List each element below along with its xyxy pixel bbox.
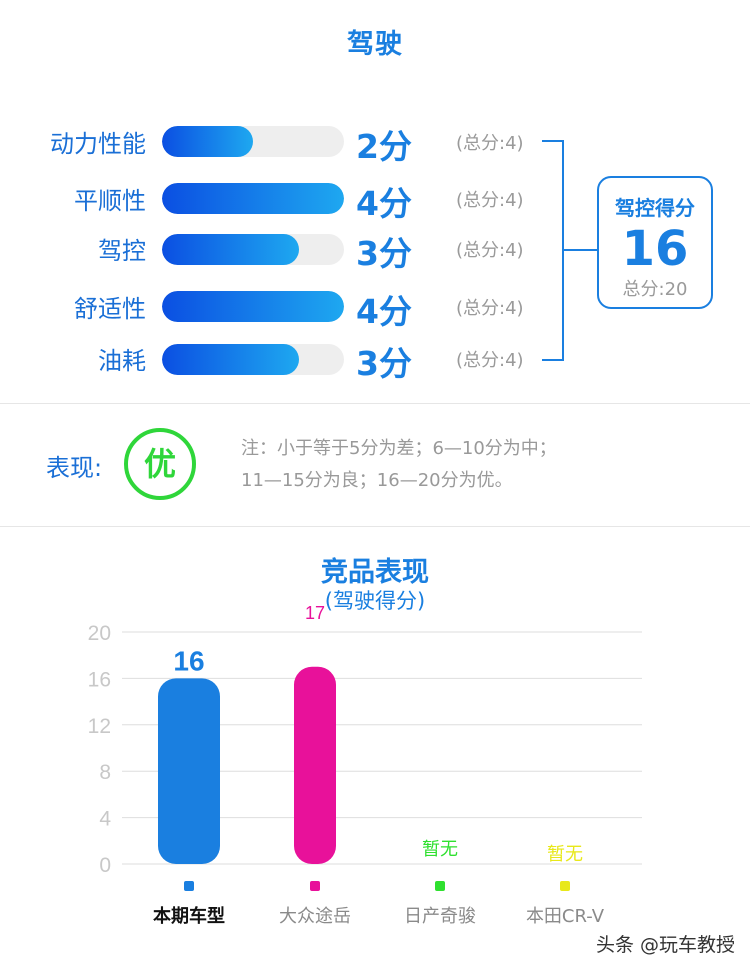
y-tick-label: 4 <box>99 808 111 831</box>
score-value-handling: 3分 <box>356 234 412 273</box>
watermark: 头条 @玩车教授 <box>596 934 736 956</box>
legend-dot <box>310 881 320 891</box>
bar <box>294 666 336 864</box>
score-bar-comfort <box>162 291 344 322</box>
score-bar-fill <box>162 234 299 265</box>
score-total-handling: (总分:4) <box>456 240 524 261</box>
chart-subtitle: (驾驶得分) <box>324 589 426 613</box>
score-total-power: (总分:4) <box>456 133 524 154</box>
total-score-value: 16 <box>621 221 689 277</box>
row-label-power: 动力性能 <box>50 130 146 158</box>
y-tick-label: 12 <box>88 715 111 738</box>
score-bar-fill <box>162 344 299 375</box>
score-bar-fill <box>162 126 253 157</box>
score-total-fuel: (总分:4) <box>456 350 524 371</box>
divider <box>0 403 750 404</box>
bar <box>158 678 220 864</box>
score-bar-fuel <box>162 344 344 375</box>
data-label: 暂无 <box>422 839 458 859</box>
legend-dot <box>435 881 445 891</box>
x-category-label: 日产奇骏 <box>404 906 476 927</box>
score-value-smoothness: 4分 <box>356 184 412 223</box>
score-total-comfort: (总分:4) <box>456 298 524 319</box>
row-label-fuel: 油耗 <box>98 347 146 375</box>
grade-note-line2: 11—15分为良；16—20分为优。 <box>241 470 513 491</box>
score-bar-handling <box>162 234 344 265</box>
legend-dot <box>560 881 570 891</box>
grade-badge: 优 <box>124 428 196 500</box>
row-label-handling: 驾控 <box>98 237 146 265</box>
score-bar-power <box>162 126 344 157</box>
score-value-fuel: 3分 <box>356 344 412 383</box>
score-bar-smoothness <box>162 183 344 214</box>
grade-note-line1: 注：小于等于5分为差；6—10分为中； <box>241 438 557 459</box>
total-score-max: 总分:20 <box>622 279 688 300</box>
y-tick-label: 0 <box>99 854 111 877</box>
score-value-comfort: 4分 <box>356 292 412 331</box>
total-score-box: 驾控得分 16 总分:20 <box>597 176 713 309</box>
legend-dot <box>184 881 194 891</box>
y-tick-label: 8 <box>99 761 111 784</box>
data-label: 16 <box>173 645 204 676</box>
divider <box>0 526 750 527</box>
data-label: 暂无 <box>547 844 583 864</box>
section-title: 驾驶 <box>347 29 403 60</box>
y-tick-label: 20 <box>88 622 111 645</box>
row-label-smoothness: 平顺性 <box>74 187 146 215</box>
x-category-label: 大众途岳 <box>279 906 351 927</box>
y-tick-label: 16 <box>88 668 111 691</box>
score-bar-fill <box>162 183 344 214</box>
score-value-power: 2分 <box>356 127 412 166</box>
row-label-comfort: 舒适性 <box>74 295 146 323</box>
total-score-label: 驾控得分 <box>615 196 695 220</box>
chart-title: 竞品表现 <box>321 557 429 588</box>
score-bracket <box>542 140 564 361</box>
score-bar-fill <box>162 291 344 322</box>
x-category-label: 本田CR-V <box>526 906 605 927</box>
x-category-label: 本期车型 <box>153 905 225 927</box>
data-label: 17 <box>305 603 325 623</box>
performance-label: 表现: <box>46 454 103 482</box>
score-total-smoothness: (总分:4) <box>456 190 524 211</box>
bracket-connector <box>562 249 597 251</box>
